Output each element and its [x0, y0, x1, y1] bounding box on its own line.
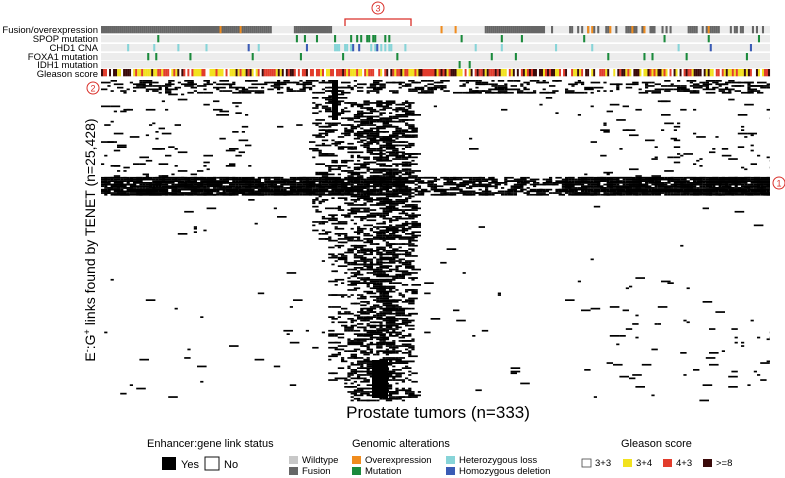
track-fusion-bg [101, 26, 770, 34]
y-label-g: :G [82, 334, 98, 349]
dense-column-block [372, 360, 388, 398]
callout-1-label: 1 [776, 179, 781, 189]
track-idh1-bg [101, 61, 770, 69]
track-label-gleason: Gleason score [37, 69, 98, 80]
legend-wildtype-swatch [289, 456, 298, 464]
legend-mutation-label: Mutation [365, 466, 401, 477]
track-label-spop: SPOP mutation [33, 34, 98, 45]
callout-3-circle [371, 1, 385, 15]
legend-3plus4-label: 3+4 [636, 458, 652, 469]
annotation-tracks [101, 26, 771, 77]
legend-wildtype-label: Wildtype [302, 455, 338, 466]
y-label-sup2: + [82, 329, 92, 334]
legend-genomic-alterations: Genomic alterations Wildtype Fusion Over… [289, 438, 550, 477]
y-label-rest: links found by TENET (n=25,428) [82, 118, 98, 329]
track-labels: Fusion/overexpression SPOP mutation CHD1… [2, 25, 98, 80]
legend-hom-del-swatch [446, 467, 455, 475]
legend-link-status: Enhancer:gene link status Yes No [147, 438, 274, 471]
legend-het-loss-swatch [446, 456, 455, 464]
track-label-fusion: Fusion/overexpression [2, 25, 98, 36]
legend-yes-label: Yes [181, 459, 199, 471]
callout-1: 1 [772, 176, 785, 190]
legend-het-loss-label: Heterozygous loss [459, 455, 537, 466]
track-foxa1-bg [101, 53, 770, 61]
legend-4plus3-label: 4+3 [676, 458, 692, 469]
x-axis-label: Prostate tumors (n=333) [346, 403, 530, 422]
track-label-idh1: IDH1 mutation [37, 60, 98, 71]
legend-hom-del-label: Homozygous deletion [459, 466, 550, 477]
callout-3-bracket [344, 18, 412, 26]
legend-fusion-swatch [289, 467, 298, 475]
legend-3plus3-label: 3+3 [595, 458, 611, 469]
legend-3plus3-swatch [581, 458, 592, 468]
legend-genomic-title: Genomic alterations [352, 438, 450, 450]
legend-no-swatch [204, 456, 220, 471]
heatmap-body [101, 80, 770, 402]
legend-gleason: Gleason score 3+3 3+4 4+3 >=8 [581, 438, 732, 469]
track-spop-bg [101, 35, 770, 43]
legend-link-status-title: Enhancer:gene link status [147, 438, 274, 450]
y-label-e: E [82, 352, 98, 361]
legend-overexpression-label: Overexpression [365, 455, 432, 466]
callout-2: 2 [86, 81, 100, 95]
y-axis-label: E-:G+ links found by TENET (n=25,428) [82, 118, 98, 361]
callout-3-label: 3 [375, 4, 380, 14]
callout-3: 3 [344, 1, 412, 26]
legend-3plus4-swatch [623, 459, 632, 467]
track-chd1-bg [101, 44, 770, 52]
legend-overexpression-swatch [352, 456, 361, 464]
legend-ge8-swatch [703, 459, 712, 467]
track-label-chd1: CHD1 CNA [49, 43, 98, 54]
legend-yes-swatch [162, 457, 176, 470]
callout-2-circle [86, 81, 100, 95]
legend-ge8-label: >=8 [716, 458, 732, 469]
y-label-sup1: - [82, 349, 92, 352]
legend-fusion-label: Fusion [302, 466, 331, 477]
dense-column-top [332, 80, 338, 120]
legend-gleason-title: Gleason score [621, 438, 692, 450]
track-label-foxa1: FOXA1 mutation [28, 52, 98, 63]
callout-1-circle [772, 176, 785, 190]
callout-2-label: 2 [90, 84, 95, 94]
legend-4plus3-swatch [663, 459, 672, 467]
legend-no-label: No [224, 459, 238, 471]
legend-mutation-swatch [352, 467, 361, 475]
